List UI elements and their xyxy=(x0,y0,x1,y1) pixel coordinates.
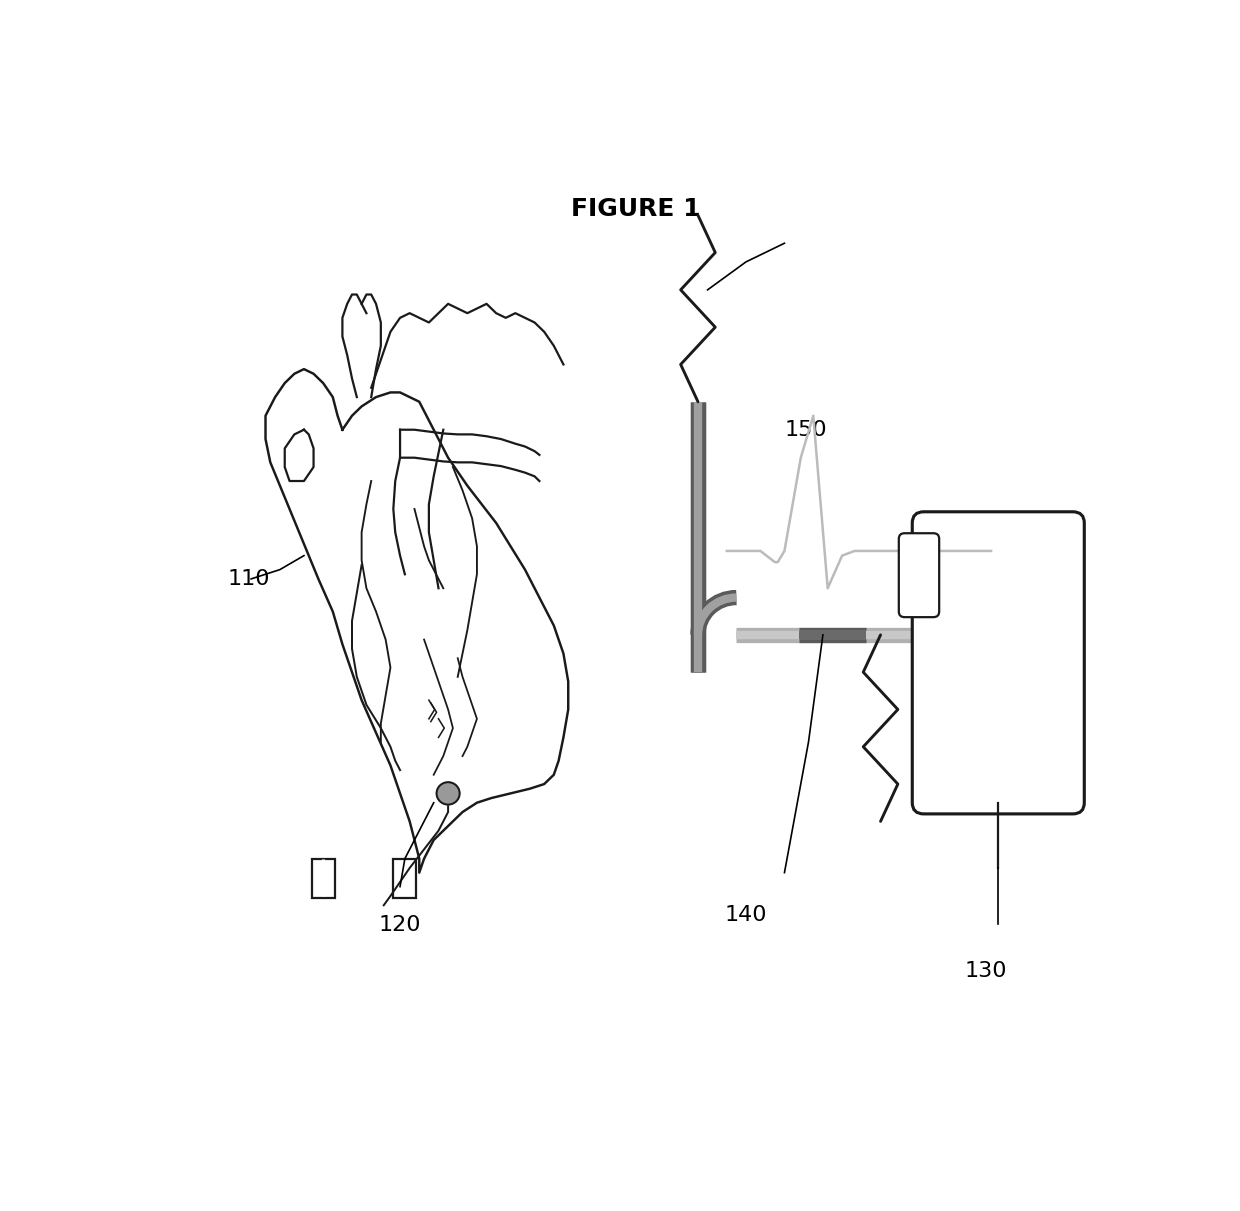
FancyBboxPatch shape xyxy=(899,533,939,618)
Text: 120: 120 xyxy=(378,914,422,935)
FancyBboxPatch shape xyxy=(311,859,335,897)
Text: 110: 110 xyxy=(227,569,269,589)
FancyBboxPatch shape xyxy=(913,512,1084,814)
Text: FIGURE 1: FIGURE 1 xyxy=(570,196,701,220)
Text: 140: 140 xyxy=(724,906,768,925)
Text: 130: 130 xyxy=(965,962,1008,981)
Circle shape xyxy=(436,782,460,804)
Text: 150: 150 xyxy=(785,420,827,440)
FancyBboxPatch shape xyxy=(393,859,417,897)
